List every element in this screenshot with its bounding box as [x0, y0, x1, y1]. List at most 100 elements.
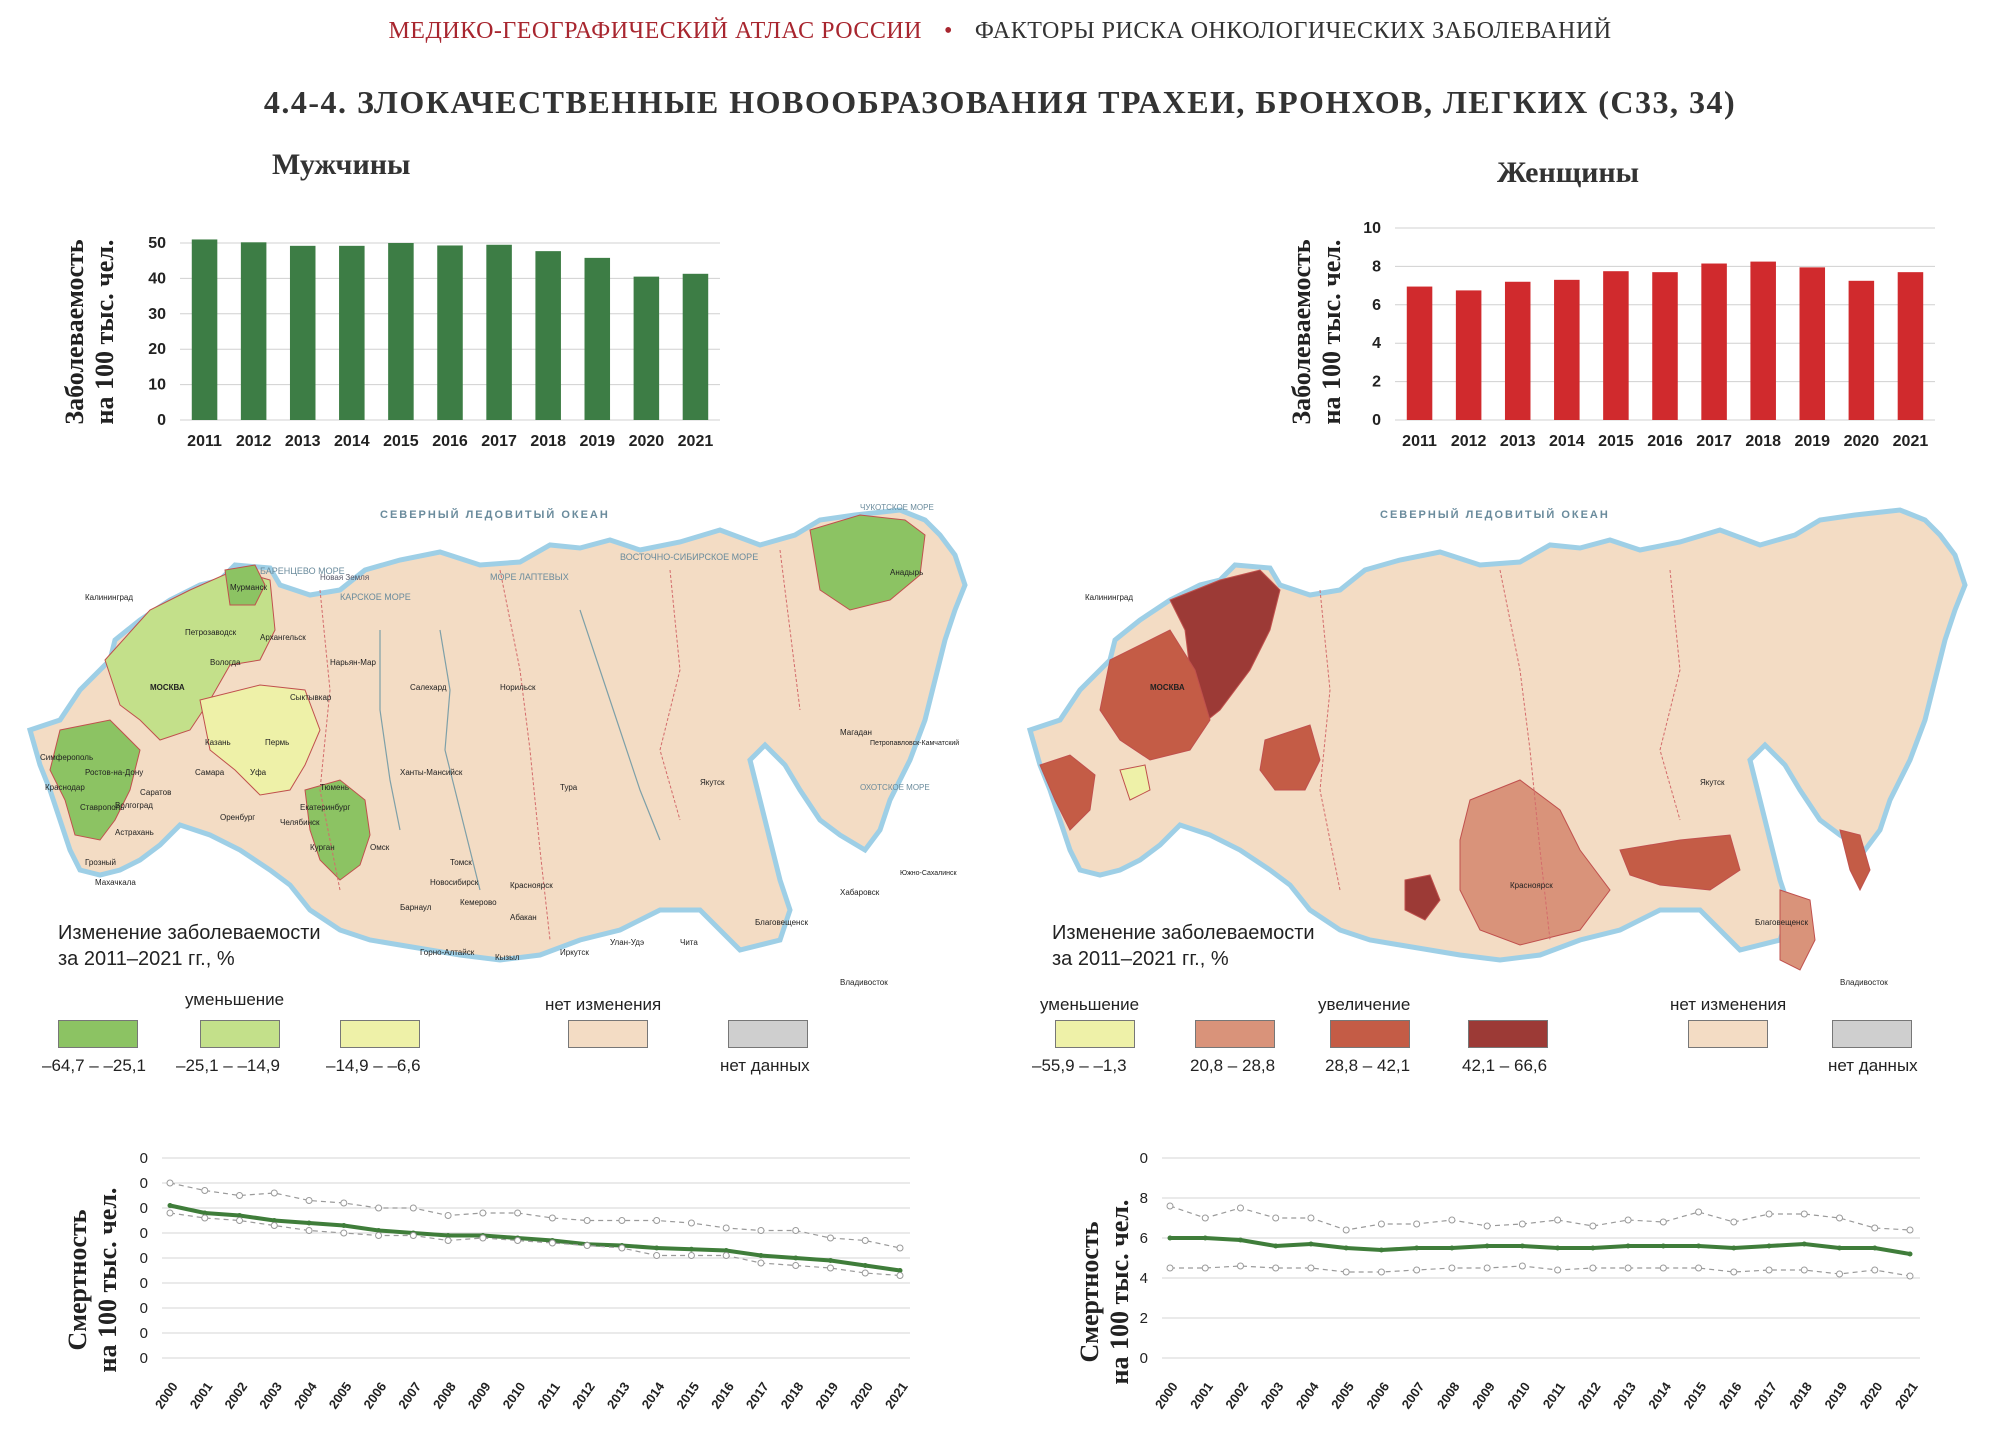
men-legend-group-nochange: нет изменения: [545, 995, 662, 1014]
map-city-label: Астрахань: [115, 828, 154, 837]
map-city-label: Горно-Алтайск: [420, 948, 475, 957]
range-point: [236, 1217, 244, 1224]
y-tick-label: 2: [1140, 1310, 1148, 1327]
mortality-point: [1167, 1235, 1173, 1241]
x-tick-label: 2003: [256, 1379, 285, 1411]
mortality-series-line: [1170, 1236, 1911, 1256]
women-incidence-ylabel: Заболеваемость на 100 тыс. чел.: [1287, 197, 1347, 467]
map-city-label: Чита: [680, 938, 698, 947]
ylabel-line2: на 100 тыс. чел.: [1105, 1199, 1134, 1385]
x-tick-label: 2006: [1363, 1379, 1392, 1411]
legend-swatch: [1688, 1020, 1768, 1048]
x-tick-label: 2009: [1469, 1379, 1498, 1411]
region-yellow-urals: [199, 684, 321, 796]
mortality-point: [306, 1220, 312, 1226]
x-tick-label: 2000: [1152, 1379, 1181, 1411]
x-tick-label: 2012: [236, 433, 272, 450]
legend-swatch: [728, 1020, 808, 1048]
range-point: [1377, 1220, 1385, 1228]
x-tick-label: 2020: [1857, 1379, 1886, 1411]
map-rivers: [379, 609, 661, 891]
range-point: [548, 1214, 556, 1222]
map-city-label: Архангельск: [260, 633, 306, 642]
map-city-label: Нарьян-Мар: [330, 658, 376, 667]
bar: [535, 251, 561, 420]
legend-swatch: [1330, 1020, 1410, 1048]
range-point: [1236, 1204, 1244, 1212]
legend-swatch: [1468, 1020, 1548, 1048]
map-city-label: Владивосток: [840, 978, 888, 987]
x-tick-label: 2013: [285, 433, 321, 450]
range-point: [1836, 1270, 1844, 1278]
border: [319, 589, 341, 891]
range-point: [1730, 1268, 1738, 1276]
range-point: [757, 1259, 765, 1267]
map-city-label: Петрозаводск: [185, 628, 237, 637]
legend-label: –64,7 – –25,1: [42, 1056, 146, 1075]
x-tick-label: 2014: [1549, 433, 1585, 450]
y-tick-label: 20: [140, 1300, 148, 1317]
map-city-label: Саратов: [140, 788, 171, 797]
mortality-series-line: [169, 1203, 901, 1273]
map-city-label: Вологда: [210, 658, 241, 667]
range-point: [618, 1217, 626, 1224]
x-tick-label: 2015: [1680, 1379, 1709, 1411]
range-point: [1166, 1264, 1174, 1272]
legend-label: –14,9 – –6,6: [326, 1056, 421, 1075]
range-series-line: [1170, 1265, 1911, 1277]
women-mortality-ylabel: Смертность на 100 тыс. чел.: [1075, 1157, 1135, 1427]
mortality-point: [758, 1253, 764, 1258]
map-city-label: Волгоград: [115, 801, 153, 810]
section-title: ФАКТОРЫ РИСКА ОНКОЛОГИЧЕСКИХ ЗАБОЛЕВАНИЙ: [974, 18, 1612, 44]
map-city-label: Калининград: [1085, 593, 1133, 602]
legend-title-line1: Изменение заболеваемости: [58, 922, 321, 944]
bar: [339, 245, 365, 420]
ylabel-line2: на 100 тыс. чел.: [90, 239, 119, 425]
range-point: [1483, 1222, 1491, 1230]
range-point: [722, 1224, 730, 1232]
map-city-label: Красноярск: [1510, 881, 1553, 890]
range-point: [375, 1204, 383, 1212]
border: [1499, 569, 1551, 941]
x-tick-label: 2019: [579, 433, 615, 450]
mortality-point: [167, 1203, 173, 1208]
range-point: [1554, 1216, 1562, 1224]
range-point: [653, 1252, 661, 1259]
x-tick-label: 2008: [1434, 1379, 1463, 1411]
mortality-point: [1696, 1243, 1702, 1249]
y-tick-label: 40: [148, 270, 166, 287]
bar: [1897, 272, 1924, 420]
ylabel-line2: на 100 тыс. чел.: [1317, 239, 1346, 425]
mortality-point: [445, 1233, 451, 1238]
range-point: [548, 1239, 556, 1247]
x-tick-label: 2020: [1844, 433, 1880, 450]
region-red-urals: [1259, 724, 1321, 791]
range-point: [1448, 1264, 1456, 1272]
y-tick-label: 10: [140, 1325, 148, 1342]
range-point: [1518, 1262, 1526, 1270]
y-tick-label: 8: [1140, 1190, 1148, 1207]
y-tick-label: 0: [1372, 412, 1381, 429]
y-tick-label: 80: [140, 1150, 148, 1167]
x-tick-label: 2006: [360, 1379, 389, 1411]
atlas-title: МЕДИКО-ГЕОГРАФИЧЕСКИЙ АТЛАС РОССИИ: [388, 18, 923, 44]
x-tick-label: 2012: [569, 1379, 598, 1411]
legend-swatch: [1195, 1020, 1275, 1048]
map-sea-label: МОРЕ ЛАПТЕВЫХ: [490, 572, 569, 582]
range-point: [1554, 1266, 1562, 1274]
range-point: [1377, 1268, 1385, 1276]
mortality-point: [1907, 1251, 1913, 1257]
bar: [1406, 286, 1433, 420]
region-green-northwest: [104, 569, 276, 741]
x-tick-label: 2011: [1402, 433, 1437, 450]
x-tick-label: 2012: [1575, 1379, 1604, 1411]
legend-label: –55,9 – –1,3: [1032, 1056, 1127, 1075]
y-tick-label: 30: [148, 306, 166, 323]
map-city-label: Новосибирск: [430, 878, 479, 887]
mortality-point: [1484, 1243, 1490, 1249]
range-point: [722, 1252, 730, 1259]
range-point: [1800, 1210, 1808, 1218]
x-tick-label: 2002: [1222, 1379, 1251, 1411]
map-city-label: МОСКВА: [150, 683, 185, 692]
x-tick-label: 2010: [499, 1379, 528, 1411]
